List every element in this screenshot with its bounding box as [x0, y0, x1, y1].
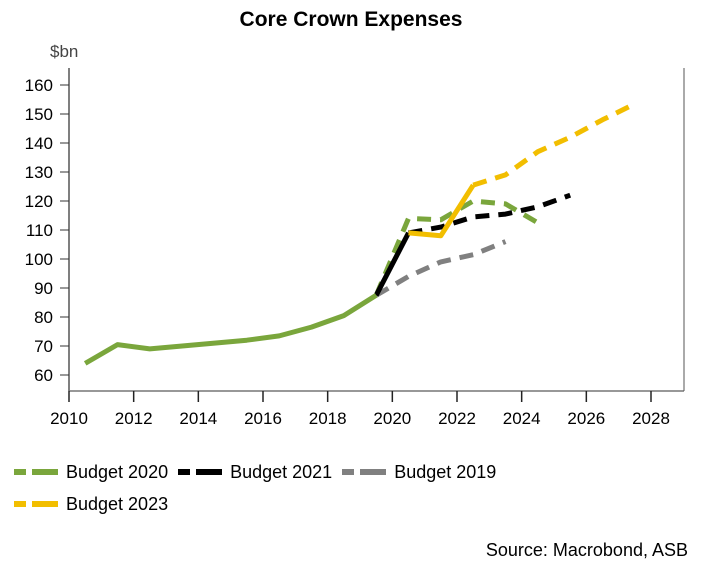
- series-line-budget-2020-actual: [83, 293, 378, 366]
- source-note: Source: Macrobond, ASB: [485, 540, 688, 560]
- x-tick-label: 2022: [438, 409, 476, 428]
- legend-swatch-icon: [178, 469, 223, 475]
- legend-item-budget-2021: Budget 2021: [178, 456, 332, 488]
- legend-swatch-icon: [14, 501, 58, 507]
- x-tick-label: 2016: [244, 409, 282, 428]
- legend-item-budget-2023: Budget 2023: [14, 488, 168, 520]
- y-tick-label: 160: [25, 76, 53, 95]
- y-tick-label: 80: [34, 308, 53, 327]
- x-tick-label: 2020: [373, 409, 411, 428]
- series-layer: [83, 101, 636, 366]
- series-line-budget-2021-actual: [373, 231, 411, 297]
- y-tick-label: 130: [25, 163, 53, 182]
- y-tick-label: 70: [34, 337, 53, 356]
- x-tick-label: 2024: [503, 409, 541, 428]
- y-tick-label: 90: [34, 279, 53, 298]
- series-line-budget-2021-forecast: [408, 192, 572, 236]
- legend-label: Budget 2019: [394, 461, 497, 482]
- y-tick-label: 140: [25, 134, 53, 153]
- series-line-budget-2019-forecast: [374, 239, 507, 298]
- legend-swatch-icon: [14, 469, 58, 475]
- y-axis-unit-label: $bn: [50, 42, 78, 61]
- x-tick-label: 2010: [50, 409, 88, 428]
- y-tick-label: 100: [25, 250, 53, 269]
- y-tick-label: 60: [34, 366, 53, 385]
- series-line-budget-2023-forecast: [472, 101, 636, 188]
- y-tick-label: 150: [25, 105, 53, 124]
- legend-swatch-icon: [342, 469, 387, 475]
- chart-title: Core Crown Expenses: [239, 8, 463, 31]
- y-tick-label: 120: [25, 192, 53, 211]
- axes: 60 70 80 90 100 110 120 130 140 150 160 2010 2012 201…: [25, 68, 685, 428]
- x-tick-label: 2028: [632, 409, 670, 428]
- legend-item-budget-2020: Budget 2020: [14, 456, 168, 488]
- legend-label: Budget 2023: [66, 493, 169, 514]
- x-tick-label: 2012: [115, 409, 153, 428]
- legend: Budget 2020 Budget 2021 Budget 2019 Budget …: [14, 456, 574, 520]
- x-tick-label: 2026: [567, 409, 605, 428]
- series-line-budget-2023-actual: [408, 183, 476, 239]
- x-tick-label: 2014: [179, 409, 217, 428]
- legend-label: Budget 2020: [66, 461, 169, 482]
- series-line-budget-2020-forecast: [373, 198, 540, 297]
- y-tick-label: 110: [26, 221, 53, 240]
- legend-item-budget-2019: Budget 2019: [342, 456, 496, 488]
- x-tick-label: 2018: [309, 409, 347, 428]
- legend-label: Budget 2021: [230, 461, 333, 482]
